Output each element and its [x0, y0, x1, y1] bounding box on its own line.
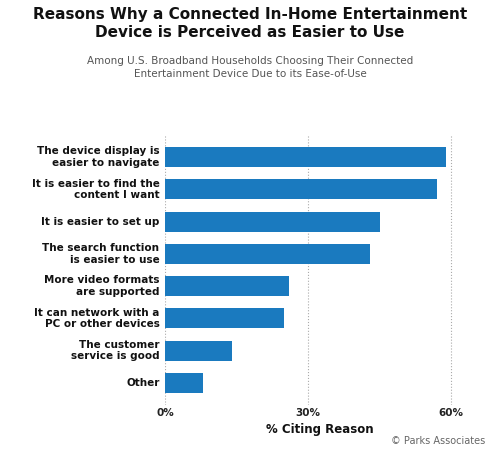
Text: © Parks Associates: © Parks Associates [391, 436, 485, 446]
X-axis label: % Citing Reason: % Citing Reason [266, 423, 374, 436]
Text: Reasons Why a Connected In-Home Entertainment
Device is Perceived as Easier to U: Reasons Why a Connected In-Home Entertai… [33, 7, 467, 40]
Bar [165, 147, 446, 167]
Bar [165, 244, 370, 264]
Bar [165, 341, 232, 360]
Bar [165, 373, 203, 393]
Bar [165, 180, 437, 199]
Text: Among U.S. Broadband Households Choosing Their Connected
Entertainment Device Du: Among U.S. Broadband Households Choosing… [87, 56, 413, 79]
Bar [165, 212, 380, 232]
Bar [165, 308, 284, 328]
Bar [165, 276, 289, 296]
